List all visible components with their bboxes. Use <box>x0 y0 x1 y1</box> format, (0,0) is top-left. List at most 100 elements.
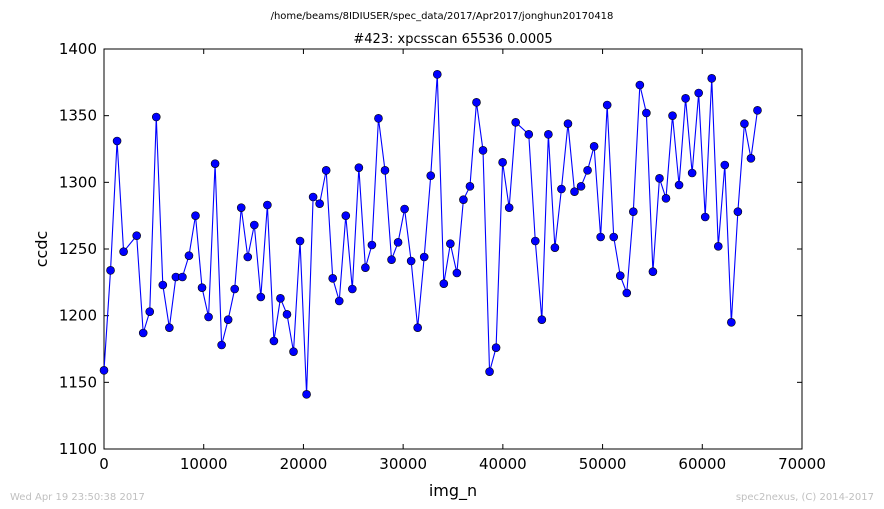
x-tick-label: 70000 <box>778 455 826 473</box>
data-point <box>99 366 109 375</box>
data-point <box>498 158 507 167</box>
data-point <box>550 243 560 252</box>
data-point <box>289 347 298 356</box>
data-point <box>387 255 396 264</box>
data-point <box>328 274 338 283</box>
data-point <box>465 182 475 191</box>
data-point <box>570 187 579 196</box>
data-point <box>256 292 266 302</box>
data-point <box>544 130 553 139</box>
data-point <box>217 340 226 350</box>
data-point <box>243 252 253 262</box>
data-point <box>491 343 501 352</box>
data-point <box>733 207 743 216</box>
data-point <box>230 284 239 294</box>
data-point <box>583 166 592 175</box>
data-point <box>354 163 364 172</box>
data-point <box>269 336 279 346</box>
x-tick-label: 0 <box>99 455 109 473</box>
data-point <box>700 212 710 222</box>
data-point <box>530 236 540 246</box>
data-point <box>413 323 422 332</box>
chart-title: #423: xpcsscan 65536 0.0005 <box>353 32 552 47</box>
footer-timestamp: Wed Apr 19 23:50:38 2017 <box>10 492 145 503</box>
data-point <box>459 195 468 204</box>
data-point <box>250 220 259 230</box>
data-point <box>602 100 612 110</box>
data-point <box>276 294 285 303</box>
axis-tick-labels: 0 10000 20000 30000 40000 50000 60000 70000 1100… <box>59 40 826 473</box>
data-point <box>400 204 409 214</box>
data-point <box>426 171 436 180</box>
data-point <box>197 283 207 292</box>
x-tick-label: 10000 <box>180 455 228 473</box>
data-point <box>707 74 717 83</box>
data-point <box>557 184 566 194</box>
data-point <box>419 252 429 262</box>
data-point <box>668 111 677 120</box>
data-point <box>302 390 311 399</box>
data-point <box>191 211 200 220</box>
x-tick-label: 40000 <box>479 455 527 473</box>
data-point <box>485 367 494 376</box>
data-point <box>472 98 481 107</box>
x-axis-label: img_n <box>429 481 477 501</box>
data-point <box>138 328 148 338</box>
axis-ticks <box>103 48 803 450</box>
data-point <box>609 232 619 242</box>
data-point <box>655 174 664 183</box>
data-point <box>348 284 357 294</box>
y-tick-label: 1150 <box>59 373 97 391</box>
data-point <box>589 142 599 151</box>
data-point <box>694 88 703 98</box>
data-point <box>295 236 305 246</box>
data-point <box>380 166 390 175</box>
data-point <box>537 315 547 324</box>
data-point <box>576 182 586 191</box>
data-point <box>223 315 233 324</box>
data-point <box>511 118 520 127</box>
x-tick-label: 20000 <box>280 455 328 473</box>
data-point <box>452 268 462 278</box>
data-point <box>713 242 723 251</box>
y-axis-label: ccdc <box>32 231 51 268</box>
data-point <box>629 207 638 216</box>
data-point <box>661 194 671 203</box>
data-point <box>308 192 318 202</box>
data-point <box>132 231 141 240</box>
footer-credit: spec2nexus, (C) 2014-2017 <box>735 492 874 503</box>
data-point <box>478 146 488 155</box>
data-point <box>341 211 351 220</box>
data-point <box>119 247 128 256</box>
x-tick-label: 30000 <box>379 455 427 473</box>
y-tick-label: 1300 <box>59 173 97 191</box>
data-point <box>165 323 174 332</box>
data-point <box>321 166 331 175</box>
data-point <box>158 280 168 290</box>
data-point <box>563 119 573 128</box>
data-point <box>524 130 534 139</box>
y-tick-label: 1250 <box>59 240 97 258</box>
data-point <box>720 160 730 170</box>
y-tick-label: 1200 <box>59 307 97 325</box>
data-point <box>204 312 213 322</box>
data-point <box>687 168 697 178</box>
data-point <box>184 251 194 260</box>
data-point <box>178 272 187 282</box>
data-point <box>112 136 122 146</box>
data-point <box>615 271 625 280</box>
y-tick-label: 1100 <box>59 440 97 458</box>
data-point <box>504 203 514 212</box>
data-point <box>210 159 220 168</box>
data-point <box>439 279 449 288</box>
x-tick-label: 60000 <box>678 455 726 473</box>
data-point <box>740 119 749 128</box>
data-point <box>642 108 651 118</box>
data-point <box>635 80 645 90</box>
data-point <box>596 232 605 242</box>
data-point <box>681 94 690 103</box>
y-tick-label: 1400 <box>59 40 97 58</box>
data-point <box>145 307 155 316</box>
plot-area <box>103 48 803 450</box>
data-point <box>282 310 292 319</box>
